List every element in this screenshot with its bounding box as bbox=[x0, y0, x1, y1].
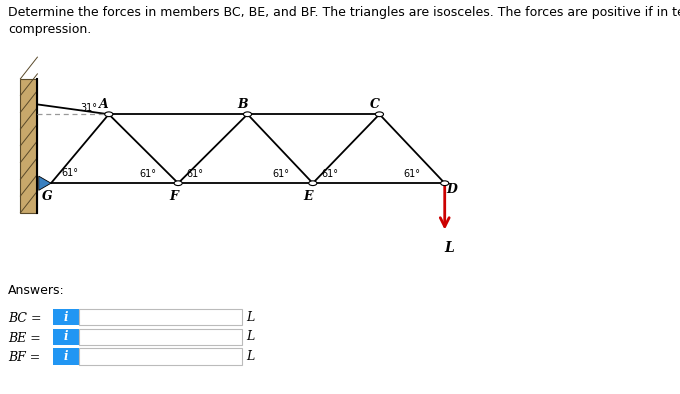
Text: A: A bbox=[99, 98, 109, 111]
Circle shape bbox=[441, 181, 449, 186]
Circle shape bbox=[309, 181, 317, 186]
Text: B: B bbox=[237, 98, 248, 111]
Bar bbox=[79, 329, 242, 345]
Text: 61°: 61° bbox=[186, 169, 203, 179]
Circle shape bbox=[105, 112, 113, 117]
Text: C: C bbox=[370, 98, 379, 111]
Text: BF =: BF = bbox=[8, 351, 40, 364]
Text: F: F bbox=[169, 191, 179, 203]
Bar bbox=[53, 348, 79, 365]
Text: 61°: 61° bbox=[61, 168, 78, 178]
Text: i: i bbox=[64, 311, 68, 323]
Bar bbox=[79, 309, 242, 325]
Text: 31°: 31° bbox=[80, 103, 97, 113]
Text: E: E bbox=[303, 191, 313, 203]
Text: L: L bbox=[246, 311, 254, 323]
Text: L: L bbox=[246, 331, 254, 343]
Text: 61°: 61° bbox=[139, 169, 156, 179]
Bar bbox=[79, 348, 242, 365]
Text: Determine the forces in members BC, BE, and BF. The triangles are isosceles. The: Determine the forces in members BC, BE, … bbox=[8, 6, 680, 36]
Polygon shape bbox=[39, 176, 51, 190]
Bar bbox=[20, 79, 37, 213]
Circle shape bbox=[174, 181, 182, 186]
Circle shape bbox=[375, 112, 384, 117]
Bar bbox=[53, 329, 79, 345]
Text: i: i bbox=[64, 350, 68, 363]
Circle shape bbox=[243, 112, 252, 117]
Text: D: D bbox=[447, 183, 458, 195]
Text: BE =: BE = bbox=[8, 332, 41, 344]
Text: 61°: 61° bbox=[321, 169, 338, 179]
Text: G: G bbox=[42, 191, 53, 203]
Text: 61°: 61° bbox=[403, 169, 420, 179]
Bar bbox=[53, 309, 79, 325]
Text: BC =: BC = bbox=[8, 312, 41, 325]
Text: 61°: 61° bbox=[273, 169, 290, 179]
Text: L: L bbox=[444, 241, 454, 255]
Text: i: i bbox=[64, 331, 68, 343]
Text: Answers:: Answers: bbox=[8, 284, 65, 297]
Text: L: L bbox=[246, 350, 254, 363]
